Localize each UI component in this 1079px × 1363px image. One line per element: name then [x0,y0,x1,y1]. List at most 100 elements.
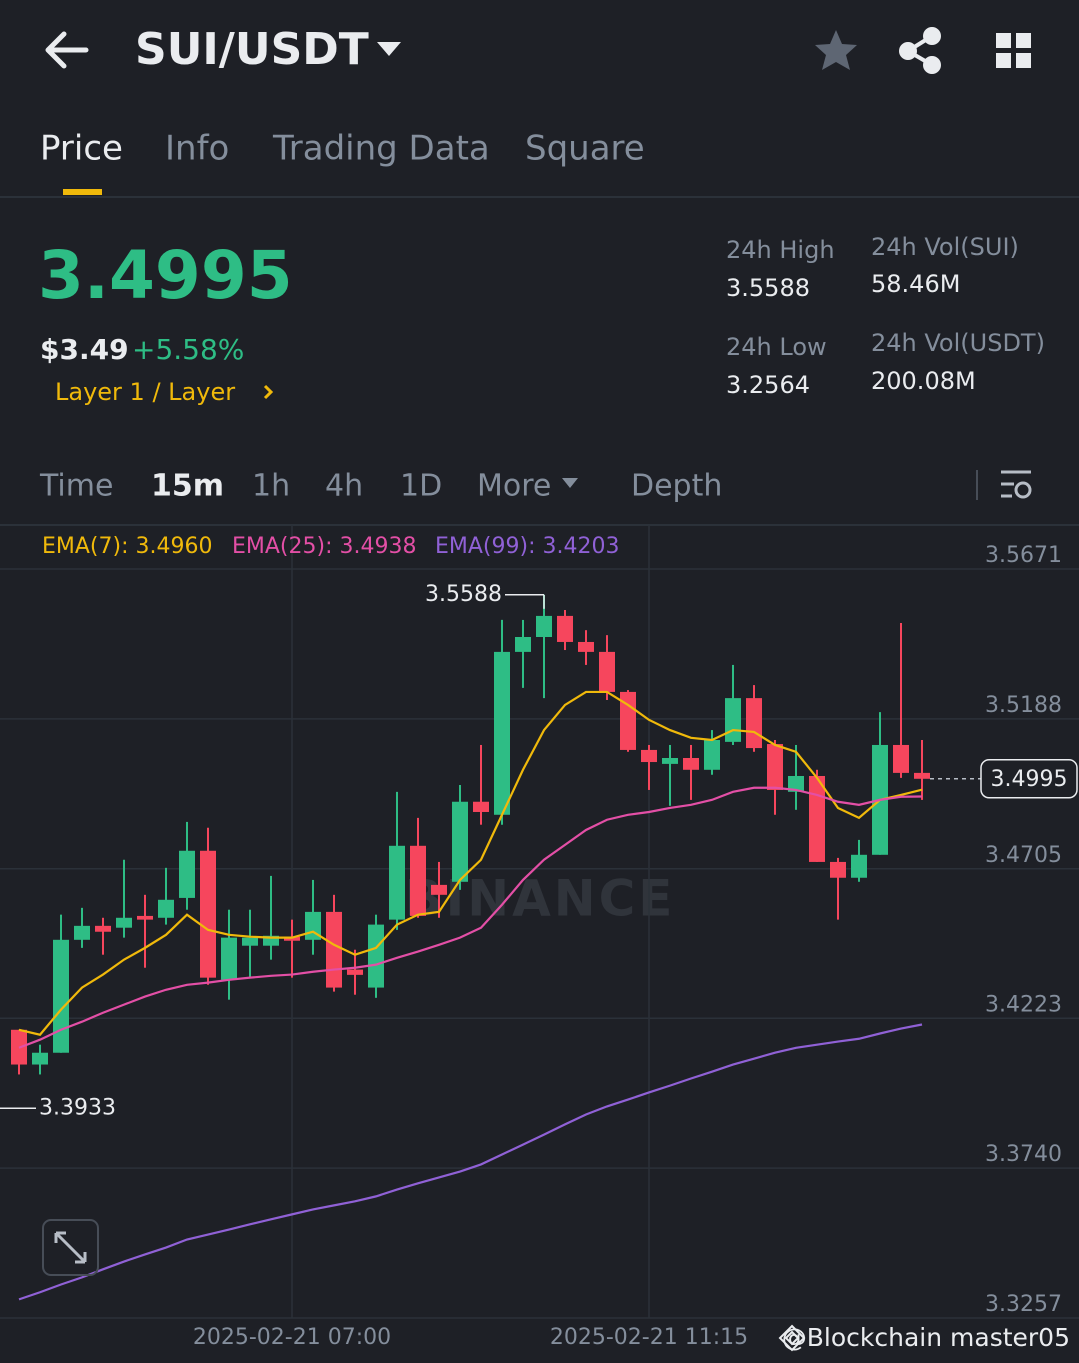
legend-entry: EMA(25): 3.4938 [232,534,416,559]
pair-dropdown[interactable] [377,42,401,56]
watermark: BINANCE [405,870,676,928]
stat-label: 24h High [726,236,835,264]
candle-body [725,698,741,742]
stat-label: 24h Vol(USDT) [871,329,1045,357]
tab[interactable]: Price [40,129,123,169]
more-dropdown[interactable] [562,478,578,488]
price-change: +5.58% [132,333,244,366]
candle-body [515,637,531,652]
candle-body [662,757,678,764]
stat-value: 58.46M [871,270,960,298]
candle-body [494,651,510,815]
high-label: 3.5588 [425,582,502,607]
stat-value: 3.5588 [726,274,810,302]
candle-body [221,937,237,980]
credit-logo [778,1324,806,1352]
low-label: 3.3933 [39,1095,116,1120]
expand-button[interactable] [42,1219,99,1276]
share-lines [906,34,934,67]
interval[interactable]: Time [39,469,113,504]
tag-chevron[interactable] [263,384,274,400]
candle-body [788,775,804,792]
candle-body [326,911,342,988]
active-tab-indicator [63,189,102,195]
candle-body [200,850,216,978]
candle-body [368,924,384,988]
candle-body [704,740,720,770]
interval-active[interactable]: 15m [151,469,224,504]
menu-cell [996,33,1011,48]
last-price: 3.4995 [38,237,293,314]
legend-entry: EMA(99): 3.4203 [435,534,619,559]
interval[interactable]: 4h [325,469,363,504]
legend-entry: EMA(7): 3.4960 [42,534,212,559]
candle-body [830,861,846,878]
y-tick-label: 3.4705 [985,843,1062,868]
tab[interactable]: Square [525,129,645,169]
candle-body [914,772,930,779]
candle-body [137,915,153,920]
candle-body [158,899,174,918]
settings-gear [1014,481,1032,499]
category-tag[interactable]: Layer 1 / Layer [55,378,235,406]
chart-settings-icon[interactable] [1001,470,1032,499]
candle-body [263,935,279,946]
expand-icon[interactable] [54,1231,87,1264]
y-tick-label: 3.3740 [985,1142,1062,1167]
candle-body [851,854,867,878]
interval-more[interactable]: More [477,469,551,504]
ema-line [18,690,923,1036]
credit: @Blockchain master05 [782,1323,1070,1352]
interval[interactable]: 1D [400,469,442,504]
favorite-icon[interactable] [815,30,857,70]
y-tick-label: 3.4223 [985,992,1062,1017]
candle-body [473,801,489,812]
candle-body [557,615,573,642]
candle-body [410,845,426,916]
y-tick-label: 3.5188 [985,693,1062,718]
interval[interactable]: 1h [252,469,290,504]
candle-body [74,925,90,940]
ema-line [18,786,923,1049]
candle-body [452,801,468,882]
candle-body [431,884,447,895]
stat-value: 200.08M [871,367,976,395]
stat-label: 24h Low [726,333,827,361]
menu-icon[interactable] [996,33,1031,68]
candle-body [809,775,825,862]
tab[interactable]: Trading Data [272,129,490,169]
y-tick-label: 3.3257 [985,1292,1062,1317]
menu-cell [1016,33,1031,48]
depth-tab[interactable]: Depth [631,469,722,504]
candle-body [389,845,405,920]
candle-body [53,939,69,1053]
share-icon[interactable] [899,27,941,74]
candle-body [599,651,615,692]
usd-price: $3.49 [40,333,129,366]
pair-title[interactable]: SUI/USDT [135,24,369,75]
candle-body [242,937,258,946]
candle-body [746,698,762,749]
chart: BINANCE 3.5671 3.5188 3.4705 3.4223 3.3740 3.3… [0,525,1079,1350]
candle-body [893,744,909,773]
x-tick-label: 2025-02-21 07:00 [193,1325,391,1350]
back-button[interactable] [45,31,89,69]
candle-body [32,1052,48,1065]
x-tick-label: 2025-02-21 11:15 [550,1325,748,1350]
candle-body [620,691,636,750]
stat-value: 3.2564 [726,371,810,399]
candle-body [767,744,783,790]
candle-body [95,925,111,932]
candle-body [683,757,699,770]
tab[interactable]: Info [165,129,229,169]
candle-body [578,641,594,652]
last-price-label: 3.4995 [991,767,1068,792]
settings-lines [1001,470,1031,498]
candle-body [347,969,363,975]
y-tick-label: 3.5671 [985,543,1062,568]
last-price-badge [980,759,1078,799]
candle-body [179,850,195,898]
